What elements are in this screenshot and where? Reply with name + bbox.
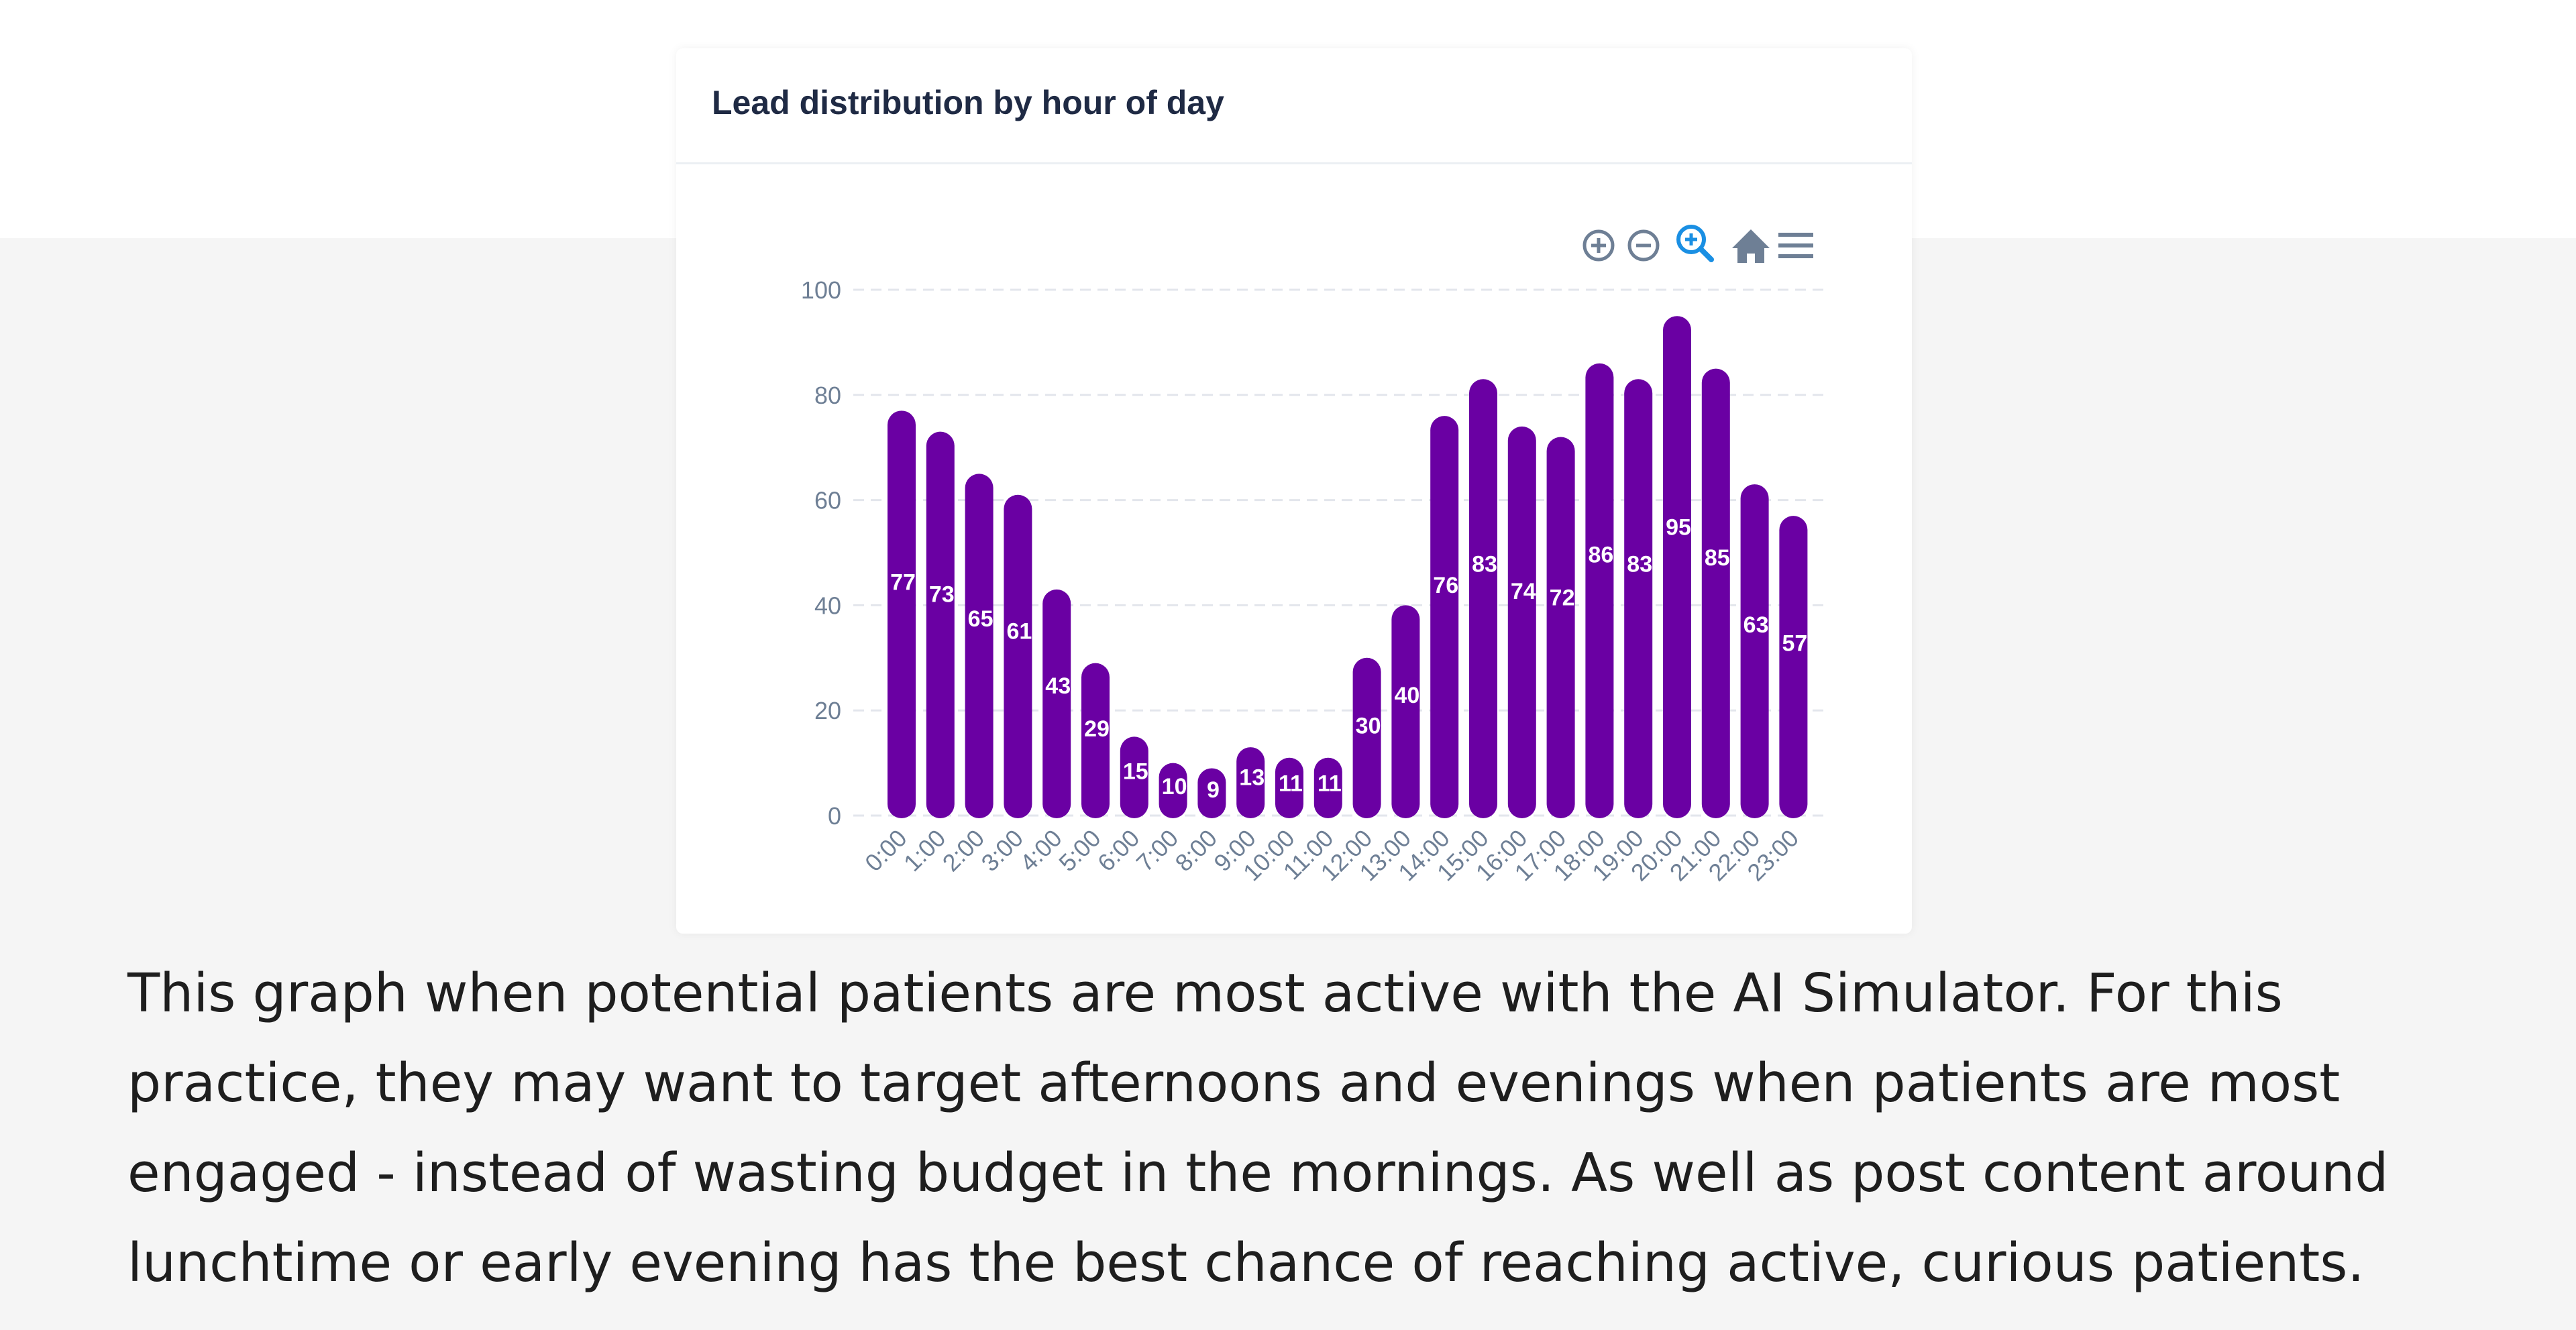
bar-900[interactable]	[1236, 747, 1265, 818]
data-label: 73	[929, 582, 955, 608]
y-tick-label: 40	[814, 592, 841, 619]
data-label: 30	[1356, 713, 1381, 738]
selection-zoom-icon[interactable]	[1676, 225, 1714, 262]
bar-700[interactable]	[1159, 763, 1187, 818]
menu-icon[interactable]	[1778, 233, 1813, 258]
data-label: 61	[1006, 618, 1032, 644]
bar-1500[interactable]	[1469, 379, 1497, 818]
x-axis: 0:001:002:003:004:005:006:007:008:009:00…	[859, 824, 1804, 887]
bar-chart: 0 20 40 60 80 100 77 73 65 61 43 29 15 10 9 13 11 11 30 40…	[801, 225, 1825, 887]
chart-title: Lead distribution by hour of day	[712, 84, 1224, 121]
data-label: 43	[1045, 673, 1071, 699]
zoom-out-icon[interactable]	[1627, 229, 1660, 262]
bars	[888, 316, 1808, 818]
data-label: 74	[1511, 579, 1536, 604]
data-label: 95	[1666, 515, 1691, 541]
bar-1900[interactable]	[1624, 379, 1653, 818]
bar-000[interactable]	[888, 410, 916, 818]
bar-1200[interactable]	[1352, 657, 1381, 818]
data-label: 76	[1433, 573, 1458, 598]
data-label: 83	[1627, 551, 1652, 577]
data-label: 29	[1084, 716, 1110, 742]
y-tick-label: 60	[814, 487, 841, 514]
data-label: 77	[890, 570, 916, 596]
bar-300[interactable]	[1004, 494, 1032, 818]
data-label: 85	[1705, 545, 1730, 571]
data-label: 13	[1239, 765, 1265, 791]
bar-200[interactable]	[965, 474, 994, 818]
data-labels: 77 73 65 61 43 29 15 10 9 13 11 11 30 40 76 83 74 72 86 83 9…	[890, 515, 1807, 803]
data-label: 10	[1162, 774, 1187, 799]
y-axis: 0 20 40 60 80 100	[801, 276, 841, 830]
data-label: 57	[1782, 630, 1807, 656]
bar-1300[interactable]	[1391, 605, 1420, 818]
y-tick-label: 80	[814, 382, 841, 409]
data-label: 15	[1123, 759, 1148, 784]
bar-2000[interactable]	[1663, 316, 1691, 818]
y-tick-label: 0	[828, 802, 841, 830]
data-label: 83	[1472, 551, 1497, 577]
description-paragraph: This graph when potential patients are m…	[127, 962, 2389, 1294]
data-label: 63	[1743, 612, 1769, 638]
home-icon[interactable]	[1732, 229, 1770, 263]
data-label: 72	[1550, 585, 1575, 610]
y-tick-label: 20	[814, 697, 841, 724]
bar-2300[interactable]	[1779, 516, 1808, 818]
bar-400[interactable]	[1042, 589, 1071, 818]
card-header: Lead distribution by hour of day	[676, 48, 1912, 164]
zoom-in-icon[interactable]	[1582, 229, 1615, 262]
data-label: 65	[968, 606, 994, 632]
chart-toolbar	[1582, 225, 1813, 263]
data-label: 86	[1588, 543, 1613, 568]
bar-1400[interactable]	[1430, 416, 1459, 818]
data-label: 11	[1318, 771, 1342, 797]
chart-card: Lead distribution by hour of day	[676, 48, 1912, 934]
bar-1100[interactable]	[1313, 757, 1342, 818]
bar-600[interactable]	[1120, 736, 1148, 818]
y-tick-label: 100	[801, 276, 841, 304]
data-label: 40	[1394, 683, 1419, 708]
bar-2100[interactable]	[1701, 368, 1730, 818]
bar-2200[interactable]	[1740, 484, 1769, 818]
bar-1600[interactable]	[1507, 426, 1536, 818]
bar-100[interactable]	[926, 431, 955, 818]
bar-500[interactable]	[1081, 663, 1110, 818]
data-label: 9	[1207, 777, 1220, 803]
data-label: 11	[1279, 771, 1303, 797]
bar-1000[interactable]	[1275, 757, 1303, 818]
bar-800[interactable]	[1197, 768, 1226, 818]
bar-1800[interactable]	[1585, 363, 1614, 818]
bar-1700[interactable]	[1546, 437, 1575, 818]
